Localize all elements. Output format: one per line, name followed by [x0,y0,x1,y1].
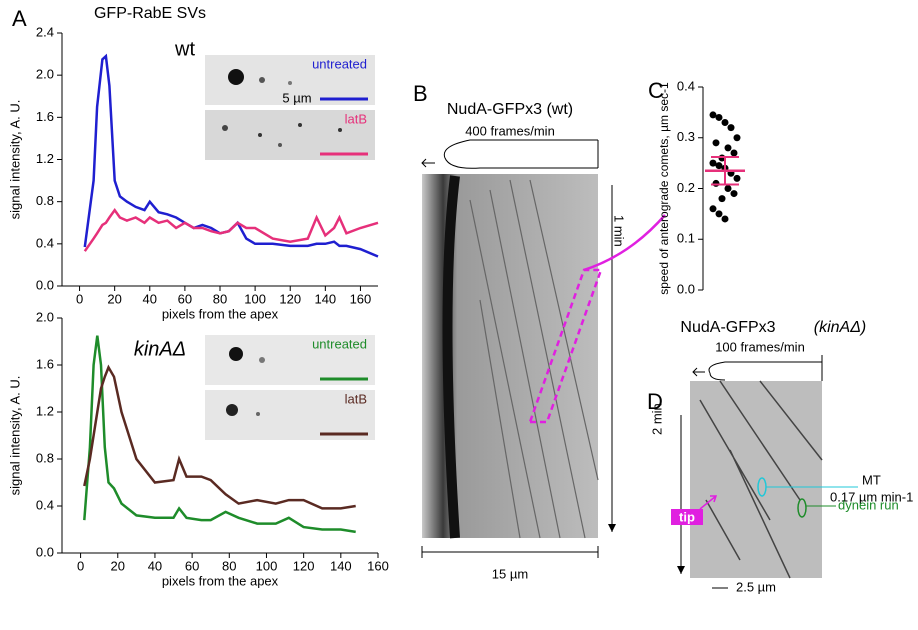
chart-label: kinAΔ [134,338,186,360]
x-axis-label: pixels from the apex [162,573,279,588]
x-tick-label: 80 [213,291,227,306]
y-tick-label: 1.6 [36,109,54,124]
y-tick-label: 0.4 [677,78,695,93]
y-axis-label: signal intensity, A. U. [7,376,22,496]
panel-label: D [647,389,663,414]
chart-title: GFP-RabE SVs [94,5,206,22]
x-tick-label: 140 [330,558,352,573]
point [721,119,729,127]
y-tick-label: 0.8 [36,193,54,208]
point [715,162,723,170]
x-tick-label: 40 [143,291,157,306]
y-tick-label: 0.1 [677,231,695,246]
point [724,185,732,192]
x-tick-label: 100 [256,558,278,573]
y-tick-label: 1.2 [36,403,54,418]
x-tick-label: 160 [350,291,372,306]
point [724,144,732,152]
point [721,215,729,223]
point [718,195,726,203]
y-tick-label: 0.4 [36,497,54,512]
series-line [83,53,379,258]
x-tick-label: 40 [148,558,162,573]
point [733,174,741,182]
point [730,149,738,157]
x-tick-label: 20 [107,291,121,306]
label-tip: tip [679,509,695,524]
y-axis-label: signal intensity, A. U. [7,100,22,220]
y-tick-label: 0.2 [677,180,695,195]
y-tick-label: 0.0 [36,544,54,559]
x-tick-label: 120 [293,558,315,573]
x-axis-label: pixels from the apex [162,306,279,321]
scale-label: 5 µm [282,90,311,105]
kymograph [421,139,666,558]
legend-label: latB [345,391,367,406]
point [712,139,720,147]
x-tick-label: 0 [76,291,83,306]
rate: 400 frames/min [465,123,555,138]
y-tick-label: 0.0 [36,277,54,292]
legend-label: untreated [312,336,367,351]
panel-label: C [648,78,664,103]
title: NudA-GFPx3 [680,319,775,336]
point [709,205,717,213]
y-axis-label: speed of anterograde comets, µm sec-1 [657,82,671,295]
insets [205,55,375,440]
strain: (kinAΔ) [814,319,867,336]
title: NudA-GFPx3 (wt) [447,101,573,118]
x-tick-label: 80 [222,558,236,573]
point [709,111,717,119]
point [712,179,720,187]
series-line [83,364,356,510]
point [733,134,741,142]
scale: 15 µm [492,566,528,581]
y-tick-label: 2.4 [36,24,54,39]
series-line [83,335,356,534]
x-tick-label: 60 [178,291,192,306]
scale: 2.5 µm [736,579,776,594]
y-tick-label: 0.3 [677,129,695,144]
time: 1 min [612,215,627,247]
y-tick-label: 0.4 [36,235,54,250]
y-tick-label: 1.2 [36,151,54,166]
x-tick-label: 160 [367,558,389,573]
x-tick-label: 120 [279,291,301,306]
label-mt: MT [862,472,881,487]
rate: 100 frames/min [715,339,805,354]
x-tick-label: 0 [77,558,84,573]
legend-label: untreated [312,56,367,71]
x-tick-label: 60 [185,558,199,573]
panel-label: B [413,81,428,106]
y-tick-label: 2.0 [36,67,54,82]
y-tick-label: 2.0 [36,309,54,324]
x-tick-label: 140 [314,291,336,306]
y-tick-label: 0.0 [677,281,695,296]
time: 2 min [649,403,664,435]
series-line [83,207,379,252]
kymograph [671,355,858,589]
chart-label: wt [174,38,195,60]
y-tick-label: 1.6 [36,356,54,371]
legend-label: latB [345,111,367,126]
x-tick-label: 100 [244,291,266,306]
point [709,159,717,167]
x-tick-label: 20 [111,558,125,573]
panel-label: A [12,6,27,31]
point [727,124,735,132]
point [730,190,738,198]
label-mt-speed: 0.17 µm min-1 [830,489,913,504]
point [715,113,723,121]
point [715,210,723,218]
y-tick-label: 0.8 [36,450,54,465]
label-dynein: dynein run [838,497,899,512]
